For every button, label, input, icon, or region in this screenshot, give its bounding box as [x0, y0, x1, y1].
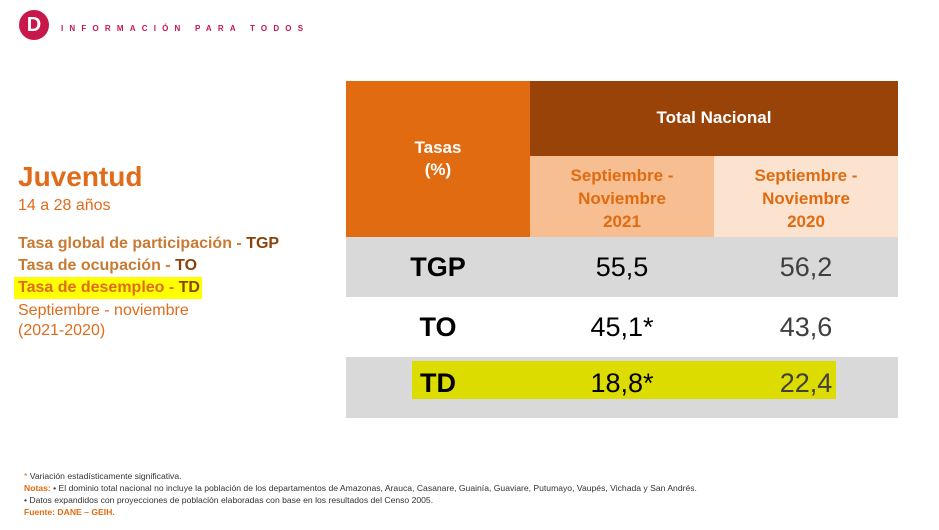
indicator-list: Tasa global de participación - TGP Tasa …	[14, 233, 338, 299]
indicator-td: Tasa de desempleo - TD	[14, 277, 202, 299]
indicator-abbr: TO	[175, 257, 198, 274]
header-tasas-line-1: Tasas	[414, 138, 462, 157]
indicator-abbr: TGP	[246, 235, 280, 252]
period-2020-line-3: 2020	[787, 212, 825, 231]
indicator-name: Tasa de ocupación -	[18, 257, 176, 274]
row-label: TD	[420, 368, 456, 398]
note-1-text: • El dominio total nacional no incluye l…	[50, 483, 697, 493]
table-row-td: TD 18,8* 22,4	[346, 357, 898, 418]
period-2021-line-1: Septiembre -	[570, 166, 674, 185]
value-2021: 55,5	[595, 252, 649, 282]
header-period-2020: Septiembre - Noviembre 2020	[714, 156, 898, 237]
period-line-1: Septiembre - noviembre	[18, 302, 189, 319]
notes-label: Notas:	[24, 483, 51, 493]
indicator-abbr: TD	[178, 279, 200, 296]
value-2020: 43,6	[779, 312, 833, 342]
header-total-nacional-label: Total Nacional	[656, 108, 772, 127]
indicator-to: Tasa de ocupación - TO	[18, 255, 338, 277]
footnote-note-1: Notas: • El dominio total nacional no in…	[24, 482, 924, 494]
value-2021: 45,1*	[590, 312, 654, 342]
dane-logo: D	[19, 10, 49, 40]
brand-tagline: INFORMACIÓN PARA TODOS	[61, 24, 310, 33]
indicator-name: Tasa global de participación -	[18, 235, 247, 252]
period-2020-line-1: Septiembre -	[754, 166, 858, 185]
row-label: TO	[419, 312, 457, 342]
section-title: Juventud	[18, 161, 143, 192]
header-total-nacional: Total Nacional	[530, 81, 898, 156]
header-period-2021: Septiembre - Noviembre 2021	[530, 156, 714, 237]
table-row-to: TO 45,1* 43,6	[346, 297, 898, 357]
logo-letter: D	[26, 14, 42, 36]
header-tasas: Tasas (%)	[346, 81, 530, 237]
period-2021-line-3: 2021	[603, 212, 641, 231]
value-2021: 18,8*	[590, 368, 654, 398]
footnote-significance: * Variación estadísticamente significati…	[24, 470, 924, 482]
table-row-tgp: TGP 55,5 56,2	[346, 237, 898, 297]
period-2020-line-2: Noviembre	[762, 189, 850, 208]
footnote-source: Fuente: DANE – GEIH.	[24, 507, 115, 517]
period-text: Septiembre - noviembre (2021-2020)	[18, 301, 338, 341]
period-2021-line-2: Noviembre	[578, 189, 666, 208]
header-tasas-line-2: (%)	[424, 160, 452, 179]
section-subtitle: 14 a 28 años	[18, 197, 111, 214]
indicator-tgp: Tasa global de participación - TGP	[18, 233, 338, 255]
footnote-note-2: • Datos expandidos con proyecciones de p…	[24, 495, 434, 505]
value-2020: 56,2	[779, 252, 833, 282]
indicator-name: Tasa de desempleo -	[18, 279, 179, 296]
row-label: TGP	[410, 252, 466, 282]
footnotes: * Variación estadísticamente significati…	[24, 470, 924, 518]
asterisk-mark: *	[24, 471, 28, 481]
left-panel: Juventud 14 a 28 años Tasa global de par…	[14, 160, 338, 341]
asterisk-text: Variación estadísticamente significativa…	[27, 471, 182, 481]
period-line-2: (2021-2020)	[18, 322, 106, 339]
rates-table: Tasas (%) Total Nacional Septiembre - No…	[346, 81, 898, 418]
value-2020: 22,4	[779, 368, 833, 398]
td-row-highlight	[412, 361, 836, 399]
